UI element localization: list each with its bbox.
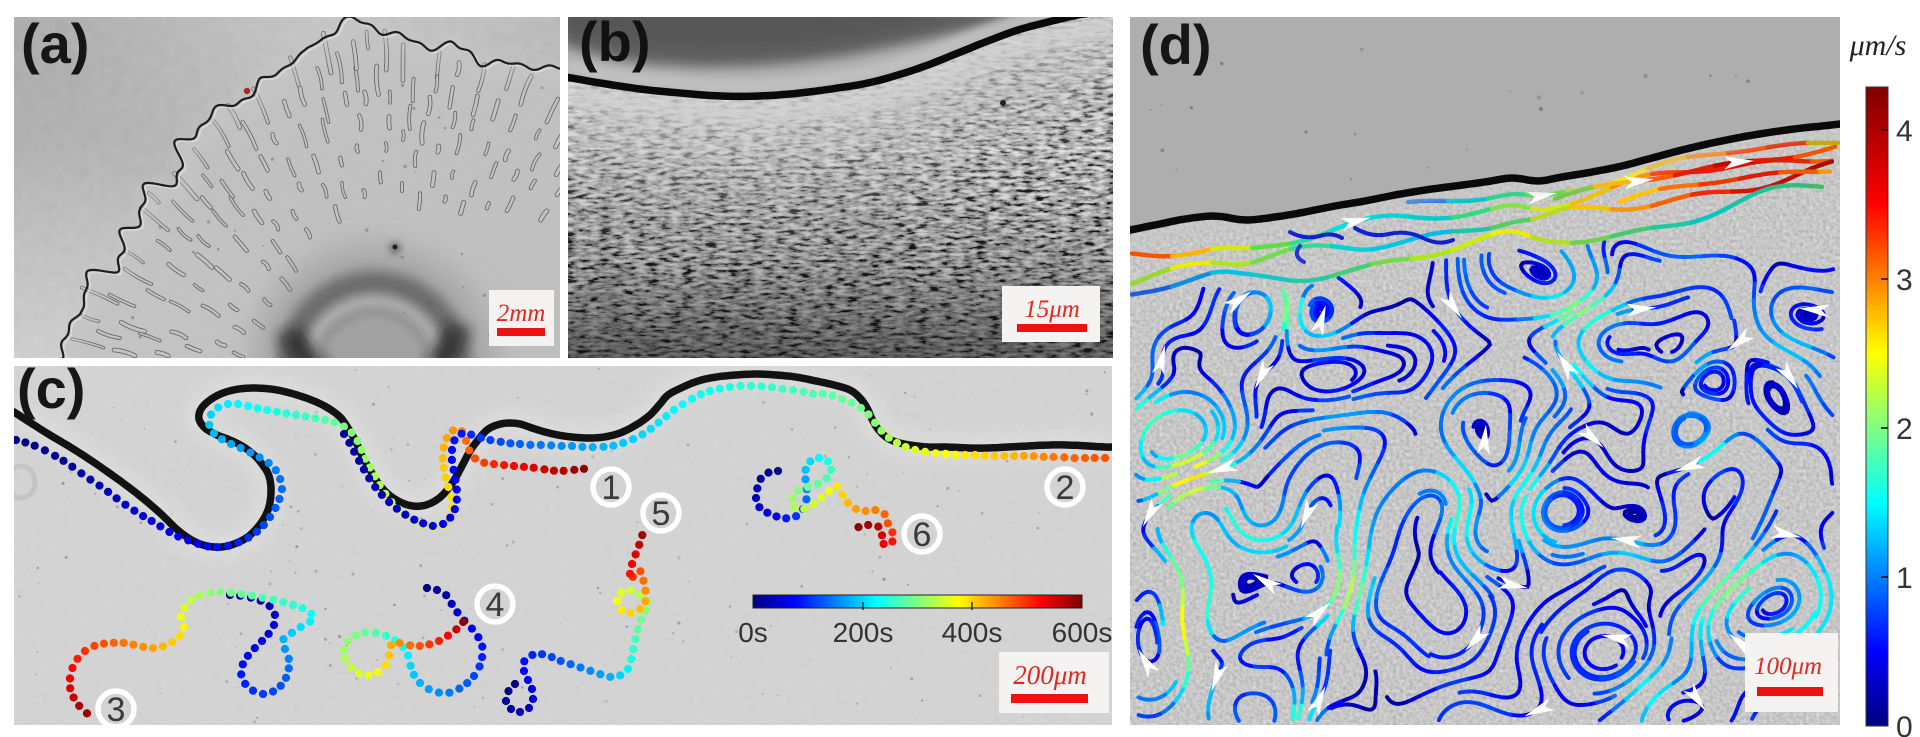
svg-text:(a): (a) [21,12,89,75]
svg-text:2: 2 [1056,469,1075,507]
svg-text:200μm: 200μm [1013,660,1087,690]
svg-text:(d): (d) [1140,13,1212,76]
svg-text:2: 2 [1896,413,1913,446]
svg-text:(b): (b) [579,10,651,73]
svg-text:6: 6 [913,516,932,554]
svg-text:1: 1 [602,469,621,507]
svg-text:3: 3 [1896,264,1913,297]
svg-text:100μm: 100μm [1754,653,1822,680]
svg-text:0s: 0s [738,617,768,648]
svg-text:400s: 400s [942,617,1003,648]
svg-text:15μm: 15μm [1024,296,1080,323]
svg-text:5: 5 [652,495,671,533]
svg-text:1: 1 [1896,562,1913,595]
svg-text:4: 4 [486,586,505,624]
svg-text:(c): (c) [17,357,85,420]
svg-text:μm/s: μm/s [1849,29,1907,62]
svg-text:600s: 600s [1052,617,1113,648]
svg-text:4: 4 [1896,115,1913,148]
svg-text:0: 0 [1896,711,1913,737]
svg-text:2mm: 2mm [497,300,546,327]
svg-text:3: 3 [107,691,126,729]
svg-text:200s: 200s [833,617,894,648]
